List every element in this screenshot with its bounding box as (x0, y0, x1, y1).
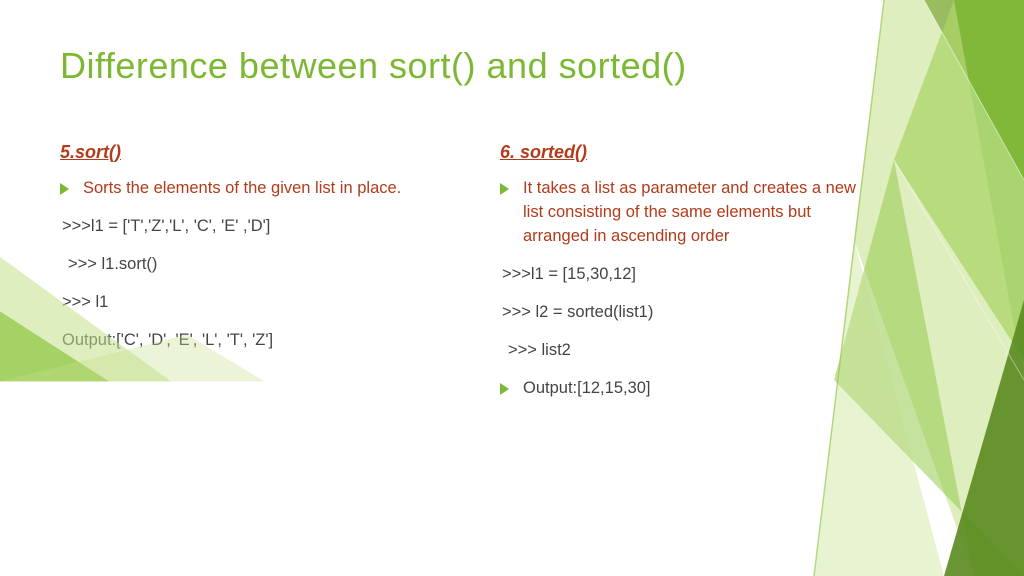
right-output-row: Output:[12,15,30] (500, 377, 880, 401)
left-code-2: >>> l1.sort() (68, 253, 157, 277)
right-code-1: >>>l1 = [15,30,12] (502, 263, 636, 287)
content-columns: 5.sort() Sorts the elements of the given… (60, 142, 944, 414)
right-column: 6. sorted() It takes a list as parameter… (500, 142, 880, 414)
left-code-3: >>> l1 (62, 291, 108, 315)
code-line: >>> list2 (500, 339, 880, 363)
code-line: >>>l1 = [15,30,12] (500, 263, 880, 287)
bullet-icon (500, 383, 509, 395)
left-heading: 5.sort() (60, 142, 440, 163)
code-line: >>> l1 (60, 291, 440, 315)
right-desc-row: It takes a list as parameter and creates… (500, 177, 880, 249)
code-line: >>>l1 = ['T','Z','L', 'C', 'E' ,'D'] (60, 215, 440, 239)
slide: Difference between sort() and sorted() 5… (0, 0, 1024, 576)
left-desc: Sorts the elements of the given list in … (83, 177, 401, 201)
slide-title: Difference between sort() and sorted() (60, 45, 944, 87)
right-code-2: >>> l2 = sorted(list1) (502, 301, 653, 325)
left-desc-row: Sorts the elements of the given list in … (60, 177, 440, 201)
left-code-1: >>>l1 = ['T','Z','L', 'C', 'E' ,'D'] (62, 215, 270, 239)
code-line: Output:['C', 'D', 'E', 'L', 'T', 'Z'] (60, 329, 440, 353)
right-heading: 6. sorted() (500, 142, 880, 163)
code-line: >>> l2 = sorted(list1) (500, 301, 880, 325)
bullet-icon (60, 183, 69, 195)
right-code-3: >>> list2 (508, 339, 571, 363)
left-output: Output:['C', 'D', 'E', 'L', 'T', 'Z'] (62, 329, 273, 353)
code-line: >>> l1.sort() (60, 253, 440, 277)
left-column: 5.sort() Sorts the elements of the given… (60, 142, 440, 414)
right-output: Output:[12,15,30] (523, 377, 651, 401)
right-desc: It takes a list as parameter and creates… (523, 177, 880, 249)
bullet-icon (500, 183, 509, 195)
